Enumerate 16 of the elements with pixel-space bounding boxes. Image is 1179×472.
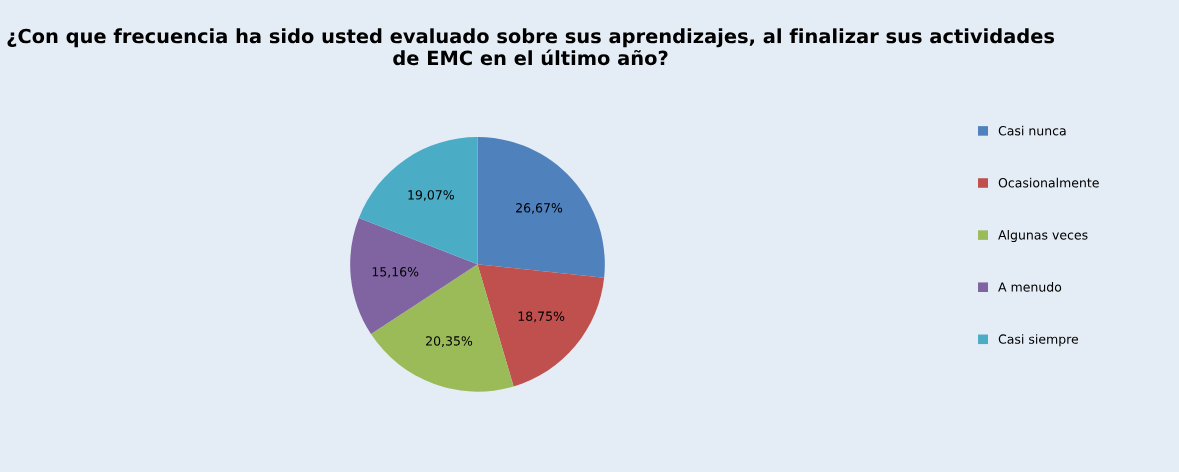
legend-label: A menudo [998, 282, 1062, 292]
data-label: 20,35% [426, 336, 473, 347]
pie-slice [350, 217, 478, 335]
pie-slice [370, 264, 514, 392]
legend-label: Ocasionalmente [998, 177, 1099, 188]
data-label: 19,07% [408, 190, 454, 201]
legend-label: Casi siempre [998, 334, 1079, 347]
pie-slice [477, 264, 605, 387]
pie-slice [358, 136, 478, 265]
pie-slice [477, 136, 605, 278]
legend-label: Casi nunca [998, 125, 1066, 136]
data-label: 15,16% [372, 267, 419, 278]
legend-label: Algunas veces [998, 229, 1088, 243]
data-label: 18,75% [518, 311, 565, 323]
chart-title: ¿Con que frecuencia ha sido usted evaluado sobre sus aprendizajes, al finalizar sus actividades de EMC en el último año? [7, 28, 1055, 66]
data-label: 26,67% [516, 203, 563, 214]
